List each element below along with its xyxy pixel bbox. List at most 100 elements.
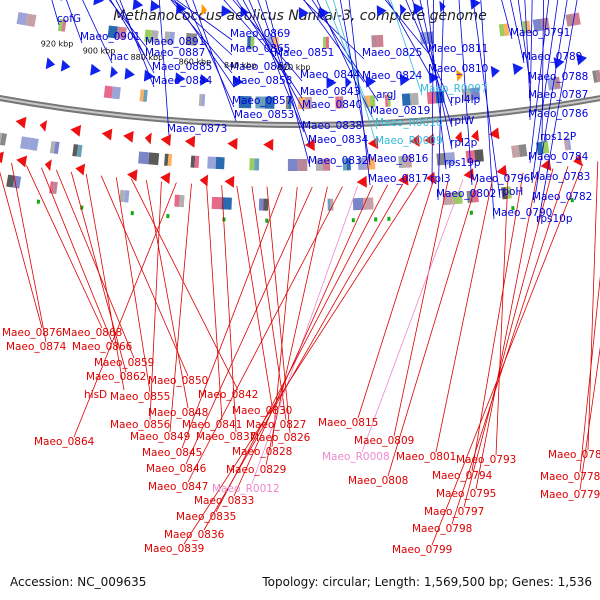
feature-block-part [328, 199, 331, 211]
gene-label-bottom: Maeo_0809 [354, 435, 414, 447]
gene-label-top: Maeo_0786 [528, 108, 589, 120]
gene-label-bottom: hisD [84, 389, 107, 401]
feature-block [104, 86, 121, 100]
gene-label-top: Maeo_0840 [302, 99, 362, 111]
gene-label-bottom: Maeo_0793 [456, 454, 516, 466]
gene-label-bottom: Maeo_0874 [6, 341, 67, 353]
gene-label-bottom: Maeo_0778 [540, 471, 600, 483]
gene-label-top: Maeo_0787 [528, 89, 588, 101]
feature-block [249, 158, 259, 170]
gene-label-top: rpl4lp [450, 94, 480, 106]
feature-arrow-head [263, 139, 273, 151]
leader-line-bottom [436, 176, 493, 452]
feature-block [592, 70, 600, 83]
feature-block [20, 136, 39, 151]
gene-label-bottom: Maeo_0837 [196, 431, 256, 443]
feature-block-part [148, 152, 159, 165]
leader-line-bottom [12, 163, 47, 342]
gene-label-bottom: Maeo_0780 [548, 449, 600, 461]
feature-arrow-head [75, 162, 86, 175]
leader-line-bottom [41, 168, 112, 342]
gene-label-bottom: Maeo_0864 [34, 436, 95, 448]
feature-arrow [39, 119, 47, 132]
gene-label-top: Maeo_0817 [368, 173, 428, 185]
feature-arrow [299, 7, 309, 19]
gene-label-top: rplW [450, 115, 475, 127]
gene-label-bottom: Maeo_0876 [2, 327, 63, 339]
feature-block [499, 23, 510, 36]
feature-arrow [0, 150, 4, 164]
feature-arrow-head [93, 0, 104, 7]
feature-block-part [298, 159, 308, 171]
gene-label-bottom: Maeo_0856 [110, 419, 171, 431]
gene-label-bottom: Maeo_0801 [396, 451, 456, 463]
track-tick [131, 211, 134, 215]
gene-label-top: Maeo_0782 [532, 191, 592, 203]
feature-arrow-head [224, 175, 234, 187]
labels-layer: cofGMaeo_0901nacMaeo_0891Maeo_0887Maeo_0… [2, 13, 600, 556]
feature-arrow [70, 123, 81, 136]
track-tick [387, 217, 390, 221]
gene-label-bottom: Maeo_0797 [424, 506, 484, 518]
feature-arrow [184, 135, 195, 148]
feature-arrow [46, 57, 56, 70]
feature-arrow-head [61, 60, 72, 73]
feature-block [212, 197, 232, 210]
gene-label-bottom: Maeo_0855 [110, 391, 170, 403]
feature-arrow [93, 0, 104, 7]
feature-arrow [513, 62, 524, 75]
leader-line-bottom [170, 184, 192, 432]
feature-block-part [104, 86, 113, 99]
gene-label-top: Maeo_0811 [428, 43, 488, 55]
gene-label-bottom: Maeo_0847 [148, 481, 208, 493]
gene-label-top: rpl2p [450, 137, 478, 149]
gene-label-bottom: Maeo_0833 [194, 495, 254, 507]
track-tick [265, 219, 268, 223]
kbp-tick-label: 920 kbp [41, 40, 74, 49]
gene-label-top: Maeo_0838 [302, 120, 362, 132]
feature-arrow [101, 127, 112, 140]
feature-block-part [216, 157, 225, 169]
feature-block-part [259, 199, 264, 211]
gene-label-bottom: Maeo_0798 [412, 523, 472, 535]
feature-block [511, 144, 527, 158]
feature-block [259, 199, 268, 211]
feature-block-part [288, 159, 298, 171]
gene-label-top: Maeo_0834 [308, 134, 369, 146]
gene-label-top: Maeo_0784 [528, 151, 589, 163]
feature-arrow-head [133, 0, 144, 11]
feature-arrow [491, 65, 501, 78]
feature-block-part [263, 199, 268, 211]
feature-block [50, 141, 60, 154]
genome-map: cofGMaeo_0901nacMaeo_0891Maeo_0887Maeo_0… [0, 0, 600, 600]
gene-label-top: Maeo_0796 [470, 173, 531, 185]
kbp-tick-label: 880 kbp [131, 53, 164, 62]
track-tick [470, 211, 473, 215]
gene-label-top: Maeo_0869 [230, 28, 290, 40]
gene-label-bottom: Maeo_0826 [250, 432, 311, 444]
feature-block [138, 151, 159, 165]
gene-label-bottom: Maeo_0866 [72, 341, 133, 353]
gene-label-bottom: Maeo_0808 [348, 475, 408, 487]
gene-label-top: rpl3 [430, 173, 451, 185]
feature-block-part [254, 158, 259, 170]
gene-label-bottom: Maeo_0799 [392, 544, 452, 556]
gene-label-top: Maeo_0816 [368, 153, 429, 165]
feature-arrow-head [201, 4, 207, 16]
gene-label-bottom: Maeo_0850 [148, 375, 208, 387]
gene-label-bottom: Maeo_0779 [540, 489, 600, 501]
gene-label-bottom: Maeo_R0012 [212, 483, 280, 495]
feature-block-part [212, 197, 223, 209]
feature-block [191, 156, 200, 168]
feature-arrow [144, 132, 151, 145]
gene-label-bottom: Maeo_0835 [176, 511, 236, 523]
accession-text: Accession: NC_009635 [10, 575, 146, 589]
feature-arrow [15, 115, 27, 128]
feature-arrow [488, 127, 499, 140]
gene-label-top: Maeo_0802 [436, 188, 496, 200]
feature-block [119, 190, 129, 203]
feature-arrow [110, 66, 119, 79]
feature-arrow [439, 0, 446, 12]
feature-block-part [377, 35, 383, 47]
feature-block [353, 198, 374, 211]
